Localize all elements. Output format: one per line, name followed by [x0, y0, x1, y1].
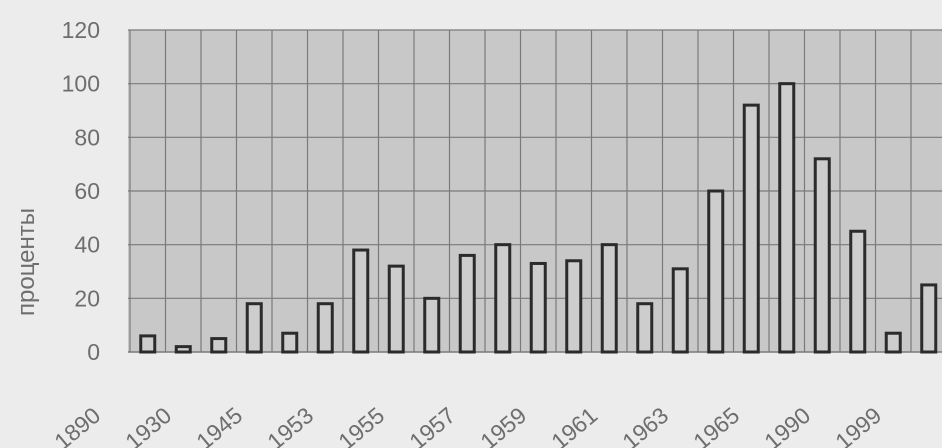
bar-16	[707, 189, 725, 354]
bar-4	[281, 331, 299, 354]
bar-11	[529, 261, 547, 354]
bar-2	[210, 337, 228, 354]
y-tick-label-120: 120	[62, 17, 100, 43]
y-tick-label-100: 100	[62, 71, 100, 97]
bars	[139, 82, 938, 354]
bar-13	[600, 243, 618, 354]
x-tick-label-1999: 1999	[830, 402, 886, 448]
x-tick-label-1959: 1959	[475, 402, 531, 448]
bar-9	[458, 253, 476, 354]
bar-18	[778, 82, 796, 354]
y-tick-label-80: 80	[74, 124, 100, 150]
x-axis-ticks: 1890 1930 1945 1953 1955 1957 1959 1961 1963 1965…	[49, 402, 886, 448]
x-tick-label-1930: 1930	[120, 402, 176, 448]
bar-3	[245, 302, 263, 354]
x-tick-label-1965: 1965	[688, 402, 744, 448]
x-tick-label-1953: 1953	[262, 402, 318, 448]
bar-6	[352, 248, 370, 354]
bar-21	[884, 331, 902, 354]
x-tick-label-1963: 1963	[617, 402, 673, 448]
bar-17	[742, 103, 760, 354]
bar-8	[423, 296, 441, 354]
bar-12	[565, 259, 583, 354]
x-tick-label-1945: 1945	[191, 402, 247, 448]
y-tick-label-60: 60	[74, 178, 100, 204]
x-tick-label-1955: 1955	[333, 402, 389, 448]
bar-5	[316, 302, 334, 354]
bar-10	[494, 243, 512, 354]
y-axis-label: проценты	[13, 208, 40, 316]
bar-19	[813, 157, 831, 354]
bar-20	[849, 229, 867, 354]
bar-0	[139, 334, 157, 354]
bar-15	[671, 267, 689, 354]
x-tick-label-1961: 1961	[546, 402, 602, 448]
x-tick-label-1957: 1957	[404, 402, 460, 448]
y-tick-label-20: 20	[74, 285, 100, 311]
bar-14	[636, 302, 654, 354]
bar-7	[387, 264, 405, 354]
x-tick-label-1890: 1890	[49, 402, 105, 448]
y-axis-ticks: 0 20 40 60 80 100 120	[62, 17, 100, 365]
bar-22	[920, 283, 938, 354]
y-tick-label-40: 40	[74, 232, 100, 258]
x-tick-label-1990: 1990	[759, 402, 815, 448]
y-tick-label-0: 0	[87, 339, 100, 365]
bar-1	[174, 345, 192, 354]
gridlines	[128, 29, 942, 353]
